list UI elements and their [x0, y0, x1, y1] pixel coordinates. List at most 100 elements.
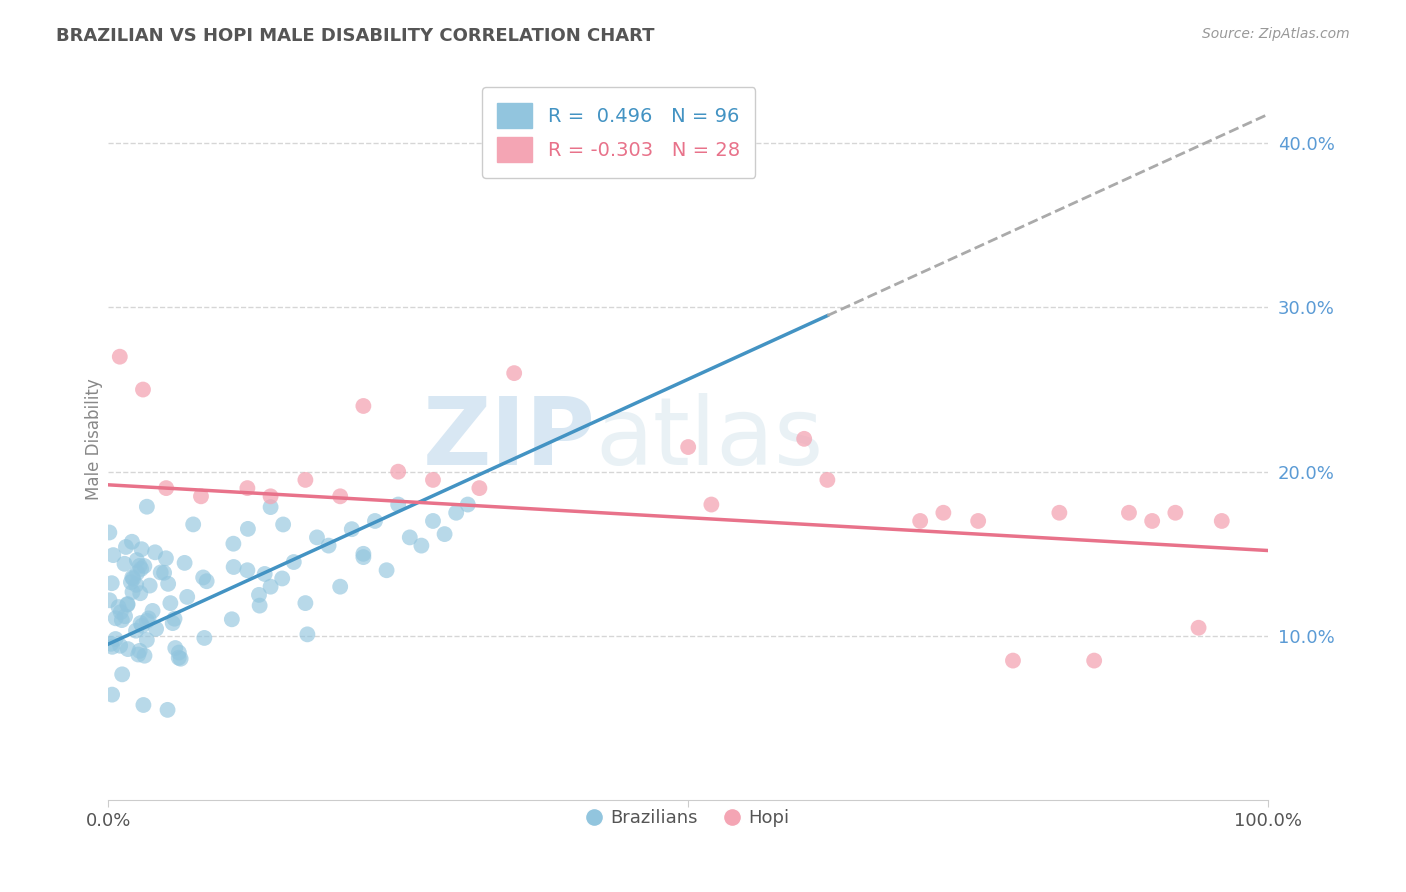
Point	[108, 639, 131, 653]
Point	[108, 350, 131, 364]
Point	[793, 432, 815, 446]
Point	[173, 556, 195, 570]
Point	[1164, 506, 1187, 520]
Point	[181, 517, 204, 532]
Point	[259, 500, 281, 514]
Point	[352, 547, 374, 561]
Point	[104, 611, 127, 625]
Point	[222, 537, 245, 551]
Point	[249, 599, 271, 613]
Point	[127, 648, 149, 662]
Point	[352, 399, 374, 413]
Point	[253, 566, 276, 581]
Point	[131, 542, 153, 557]
Point	[221, 612, 243, 626]
Point	[128, 558, 150, 573]
Point	[422, 514, 444, 528]
Point	[259, 580, 281, 594]
Point	[165, 640, 187, 655]
Point	[236, 481, 259, 495]
Text: BRAZILIAN VS HOPI MALE DISABILITY CORRELATION CHART: BRAZILIAN VS HOPI MALE DISABILITY CORREL…	[56, 27, 655, 45]
Point	[411, 539, 433, 553]
Point	[329, 580, 352, 594]
Point	[162, 616, 184, 631]
Point	[156, 703, 179, 717]
Point	[236, 563, 259, 577]
Point	[121, 585, 143, 599]
Point	[125, 624, 148, 638]
Point	[297, 627, 319, 641]
Point	[294, 596, 316, 610]
Point	[700, 498, 723, 512]
Point	[1083, 654, 1105, 668]
Point	[157, 577, 180, 591]
Point	[153, 566, 176, 580]
Point	[193, 631, 215, 645]
Point	[176, 590, 198, 604]
Point	[132, 383, 155, 397]
Point	[138, 611, 160, 625]
Point	[98, 593, 121, 607]
Point	[129, 562, 152, 576]
Point	[236, 522, 259, 536]
Point	[101, 688, 124, 702]
Point	[121, 570, 143, 584]
Point	[103, 548, 125, 562]
Point	[815, 473, 838, 487]
Point	[138, 578, 160, 592]
Point	[142, 604, 165, 618]
Point	[190, 489, 212, 503]
Point	[110, 605, 132, 619]
Y-axis label: Male Disability: Male Disability	[86, 378, 103, 500]
Point	[364, 514, 387, 528]
Point	[114, 609, 136, 624]
Point	[127, 566, 149, 580]
Point	[398, 530, 420, 544]
Point	[1047, 506, 1070, 520]
Point	[387, 498, 409, 512]
Point	[1187, 621, 1209, 635]
Point	[457, 498, 479, 512]
Point	[340, 522, 363, 536]
Point	[967, 514, 990, 528]
Point	[125, 553, 148, 567]
Point	[100, 576, 122, 591]
Point	[104, 632, 127, 646]
Point	[169, 651, 191, 665]
Point	[247, 588, 270, 602]
Point	[468, 481, 491, 495]
Point	[294, 473, 316, 487]
Point	[271, 571, 294, 585]
Point	[135, 632, 157, 647]
Text: Source: ZipAtlas.com: Source: ZipAtlas.com	[1202, 27, 1350, 41]
Point	[318, 539, 340, 553]
Point	[101, 640, 124, 654]
Point	[259, 489, 281, 503]
Point	[145, 622, 167, 636]
Point	[136, 614, 159, 628]
Point	[167, 646, 190, 660]
Point	[155, 481, 177, 495]
Point	[222, 560, 245, 574]
Point	[422, 473, 444, 487]
Point	[167, 650, 190, 665]
Point	[117, 642, 139, 657]
Point	[134, 648, 156, 663]
Point	[375, 563, 398, 577]
Point	[117, 598, 139, 612]
Point	[111, 613, 134, 627]
Point	[305, 530, 328, 544]
Point	[115, 540, 138, 554]
Point	[117, 597, 139, 611]
Legend: Brazilians, Hopi: Brazilians, Hopi	[579, 802, 797, 835]
Point	[159, 596, 181, 610]
Point	[163, 612, 186, 626]
Point	[387, 465, 409, 479]
Point	[193, 570, 215, 584]
Point	[1001, 654, 1024, 668]
Text: ZIP: ZIP	[422, 392, 595, 485]
Point	[129, 586, 152, 600]
Point	[122, 572, 145, 586]
Point	[1118, 506, 1140, 520]
Point	[128, 644, 150, 658]
